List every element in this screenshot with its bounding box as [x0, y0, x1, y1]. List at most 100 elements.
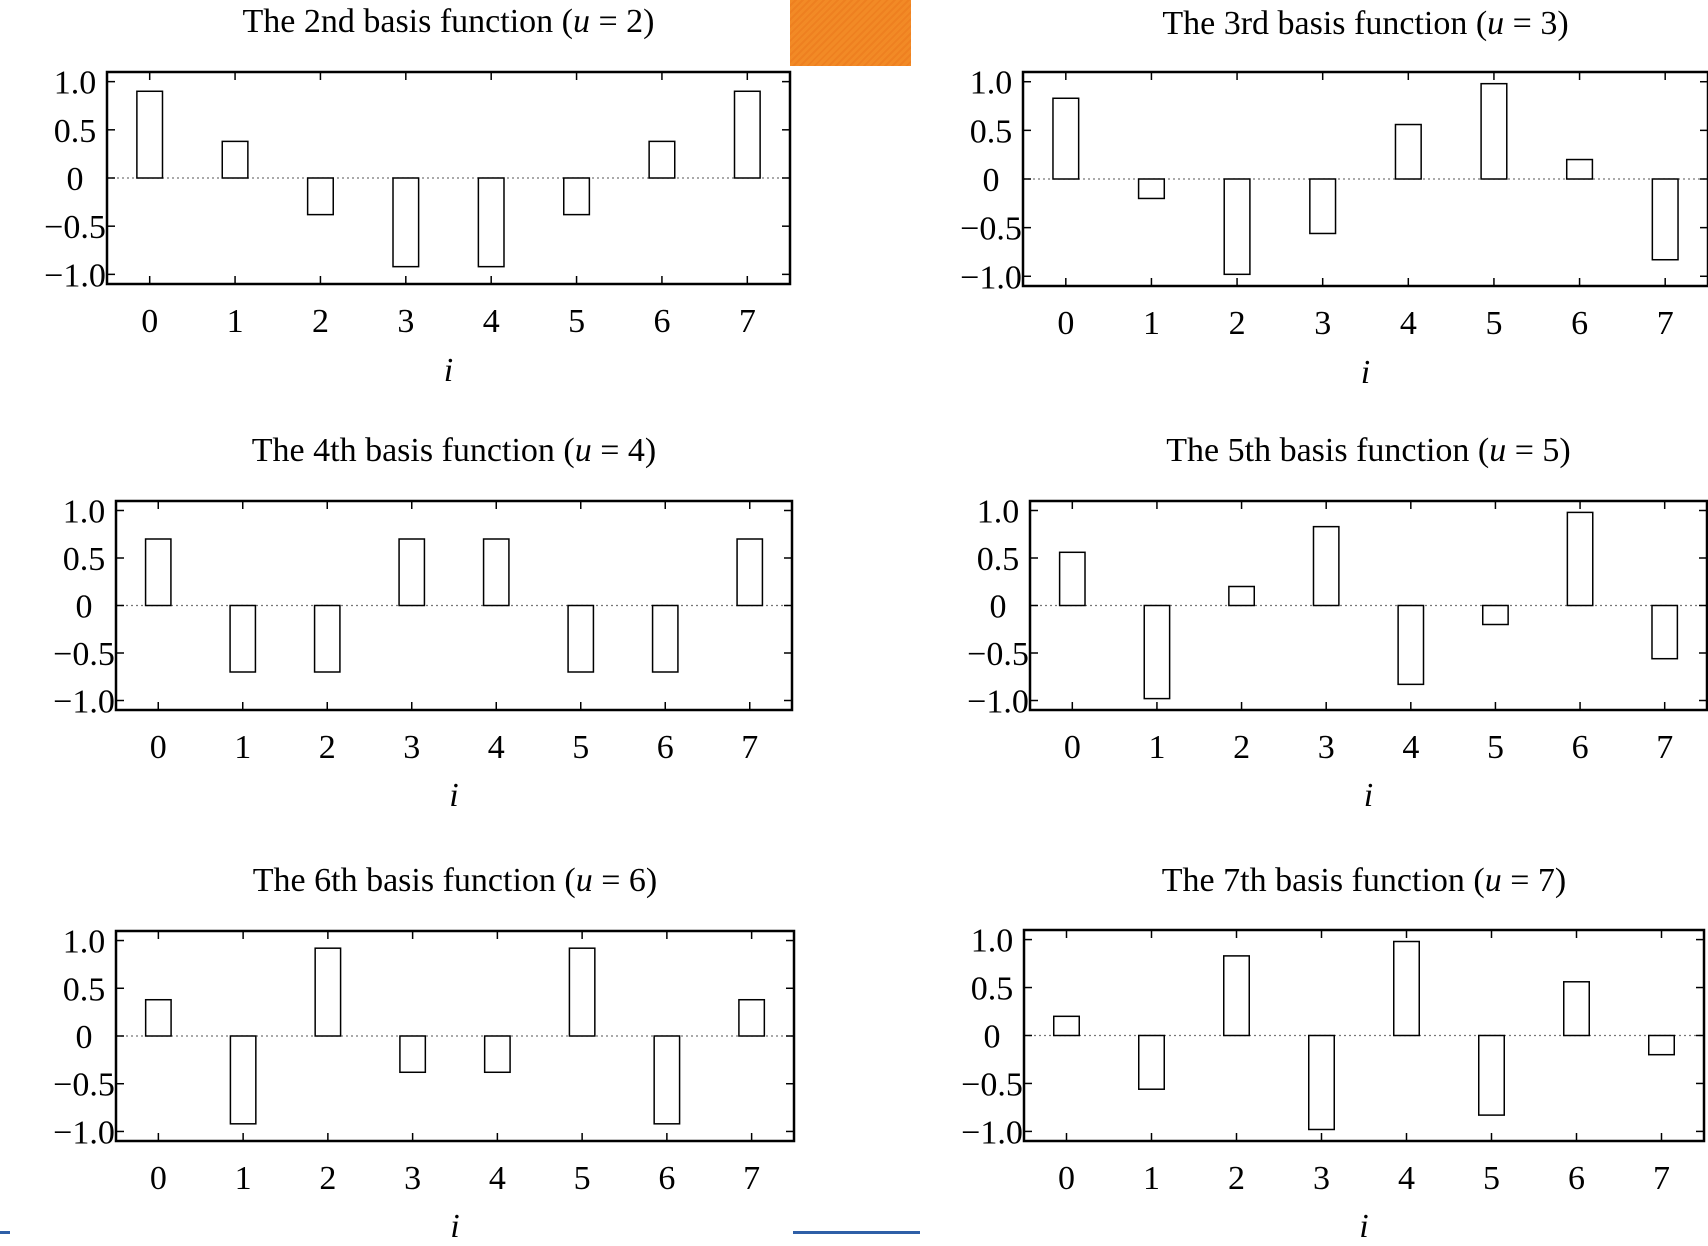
y-tick-label: −1.0: [53, 684, 115, 721]
y-tick-label: 0: [990, 589, 1007, 626]
bar-5: [1481, 604, 1509, 626]
bar-4: [1397, 604, 1425, 686]
x-tick-label: 7: [1657, 305, 1674, 342]
chart-title-suffix: = 5): [1506, 432, 1571, 469]
bar-4: [482, 538, 510, 607]
bar-5: [567, 604, 595, 673]
bar-3: [1312, 525, 1340, 607]
x-tick-label: 1: [235, 1160, 252, 1197]
chart-title-variable: u: [575, 432, 592, 469]
chart-title-prefix: The 2nd basis function (: [243, 3, 574, 40]
chart-title: The 2nd basis function (u = 2): [243, 3, 655, 40]
x-tick-label: 3: [1314, 305, 1331, 342]
bar-7: [738, 998, 766, 1037]
chart-title-suffix: = 7): [1502, 862, 1567, 899]
x-tick-label: 1: [1143, 305, 1160, 342]
bar-1: [221, 140, 249, 179]
y-tick-label: 0: [76, 1019, 93, 1056]
chart-title: The 6th basis function (u = 6): [253, 862, 657, 899]
x-tick-label: 0: [141, 303, 158, 340]
y-tick-label: 1.0: [63, 494, 106, 531]
y-tick-label: 1.0: [971, 923, 1014, 960]
bar-0: [136, 90, 164, 179]
x-axis-label: i: [1359, 1208, 1368, 1245]
bar-0: [144, 538, 172, 607]
chart-title-prefix: The 6th basis function (: [253, 862, 576, 899]
x-tick-label: 4: [488, 729, 505, 766]
y-tick-label: 1.0: [63, 924, 106, 961]
x-tick-label: 0: [150, 729, 167, 766]
x-tick-label: 3: [404, 1160, 421, 1197]
y-tick-label: 0: [984, 1019, 1001, 1056]
bar-6: [653, 1035, 681, 1125]
plot-frame: [1021, 70, 1708, 288]
y-tick-label: −0.5: [961, 1066, 1023, 1103]
bar-6: [651, 604, 679, 673]
x-tick-label: 5: [1485, 305, 1502, 342]
x-tick-label: 1: [1143, 1160, 1160, 1197]
y-tick-label: −1.0: [53, 1114, 115, 1151]
chart-title-suffix: = 2): [590, 3, 655, 40]
x-tick-label: 6: [1571, 305, 1588, 342]
chart-title-prefix: The 3rd basis function (: [1162, 5, 1487, 42]
y-tick-label: 0.5: [63, 971, 106, 1008]
y-tick-label: −0.5: [967, 636, 1029, 673]
y-tick-label: 0.5: [54, 113, 97, 150]
bar-4: [483, 1035, 511, 1074]
chart-title: The 3rd basis function (u = 3): [1162, 5, 1568, 42]
x-axis-label: i: [1364, 777, 1373, 814]
bar-3: [399, 1035, 427, 1074]
bar-7: [1651, 604, 1679, 660]
chart-title: The 4th basis function (u = 4): [252, 432, 656, 469]
bar-0: [144, 998, 172, 1037]
bar-5: [1478, 1034, 1505, 1116]
x-tick-label: 2: [319, 729, 336, 766]
x-tick-label: 7: [739, 303, 756, 340]
y-tick-label: 1.0: [970, 65, 1013, 102]
chart-title-suffix: = 3): [1504, 5, 1569, 42]
x-tick-label: 6: [653, 303, 670, 340]
x-tick-label: 4: [1400, 305, 1417, 342]
x-tick-label: 3: [397, 303, 414, 340]
x-tick-label: 1: [234, 729, 251, 766]
y-tick-label: −0.5: [960, 211, 1022, 248]
chart-title: The 5th basis function (u = 5): [1166, 432, 1570, 469]
x-tick-label: 7: [1653, 1160, 1670, 1197]
chart-title-suffix: = 6): [593, 862, 658, 899]
chart-panel-5: The 5th basis function (u = 5) 1.0 0.5 0 −0.…: [967, 432, 1708, 814]
bar-0: [1052, 97, 1080, 180]
bar-2: [313, 604, 341, 673]
bar-3: [392, 177, 420, 268]
bar-2: [314, 947, 342, 1037]
x-axis-label: i: [1361, 354, 1370, 391]
x-tick-label: 5: [572, 729, 589, 766]
blue-rule-middle: [793, 1231, 920, 1234]
x-tick-label: 5: [574, 1160, 591, 1197]
chart-title-prefix: The 4th basis function (: [252, 432, 575, 469]
bar-3: [1309, 178, 1337, 235]
y-tick-label: −1.0: [44, 257, 106, 294]
bar-0: [1058, 551, 1086, 607]
x-tick-label: 3: [1318, 729, 1335, 766]
x-tick-label: 6: [1568, 1160, 1585, 1197]
chart-panel-7: The 7th basis function (u = 7) 1.0 0.5 0 −0.…: [961, 862, 1706, 1245]
x-tick-label: 7: [743, 1160, 760, 1197]
y-tick-label: 1.0: [54, 65, 97, 102]
x-tick-label: 2: [1229, 305, 1246, 342]
y-tick-label: 1.0: [977, 494, 1020, 531]
y-tick-label: 0.5: [971, 971, 1014, 1008]
y-tick-label: −0.5: [44, 209, 106, 246]
bar-7: [1648, 1034, 1675, 1056]
x-tick-label: 4: [1402, 729, 1419, 766]
chart-title-prefix: The 7th basis function (: [1162, 862, 1485, 899]
x-tick-label: 0: [1057, 305, 1074, 342]
bar-2: [1223, 955, 1250, 1037]
x-tick-label: 7: [1656, 729, 1673, 766]
chart-title-variable: u: [576, 862, 593, 899]
x-tick-label: 6: [1572, 729, 1589, 766]
y-tick-label: −1.0: [960, 259, 1022, 296]
x-tick-label: 7: [741, 729, 758, 766]
y-tick-label: 0.5: [63, 541, 106, 578]
bar-7: [733, 90, 761, 179]
x-tick-label: 0: [1064, 729, 1081, 766]
